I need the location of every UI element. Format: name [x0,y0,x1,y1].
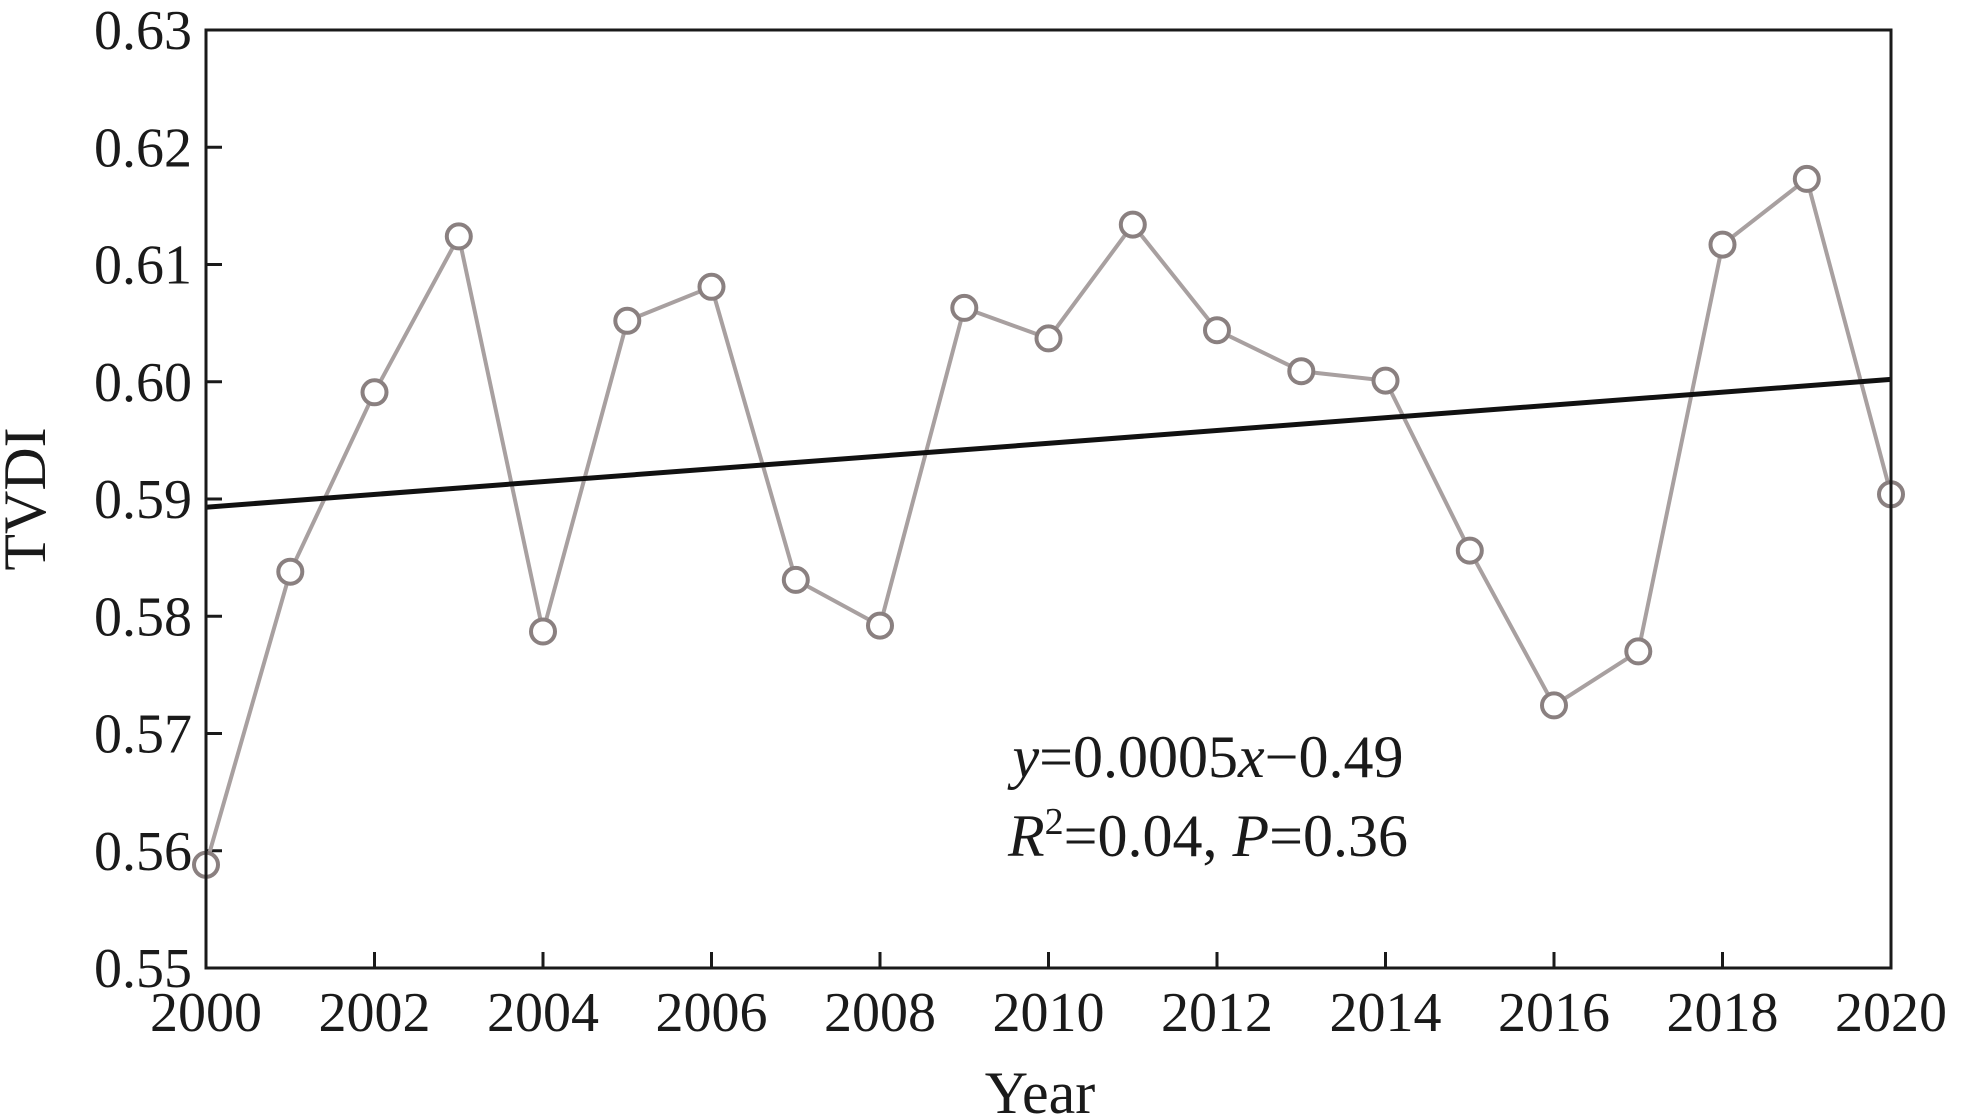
y-axis-title: TVDI [0,427,58,570]
data-point-marker [1118,210,1147,239]
eq-slope: =0.0005 [1039,724,1238,790]
x-tick-labels: 2000 2002 2004 2006 2008 2010 2012 2014 2016 2018… [150,982,1947,1044]
data-point-marker [444,222,473,251]
y-tick-label: 0.61 [94,235,192,297]
x-tick-label: 2012 [1161,982,1273,1044]
x-axis-title: Year [985,1060,1096,1119]
x-tick-marks [204,952,1893,968]
plot-frame [204,28,1893,970]
data-point-marker [1540,691,1568,720]
eq-x-letter: x [1237,724,1265,790]
data-point-marker [1287,357,1316,386]
x-tick-label: 2018 [1667,982,1779,1044]
y-tick-labels: 0.55 0.56 0.57 0.58 0.59 0.60 0.61 0.62 0.63 [94,0,192,1000]
y-tick-marks [206,28,222,970]
data-point-marker [1708,230,1737,259]
y-tick-label: 0.58 [94,586,192,648]
data-point-marker [1455,536,1484,565]
p-letter: P [1232,803,1270,869]
data-point-marker [613,306,642,335]
x-tick-label: 2008 [824,982,936,1044]
regression-stats: R2=0.04, P=0.36 [1007,801,1408,869]
trend-layer [205,376,1892,510]
data-point-marker [950,293,979,322]
data-point-marker [360,378,389,407]
x-tick-label: 2016 [1498,982,1610,1044]
data-point-marker [1034,324,1063,353]
x-tick-label: 2004 [487,982,599,1044]
data-point-marker [781,565,810,594]
eq-intercept: −0.49 [1265,724,1404,790]
eq-y-letter: y [1007,724,1040,790]
r-letter: R [1007,803,1045,869]
y-tick-label: 0.59 [94,469,192,531]
data-point-marker [1203,316,1231,345]
x-tick-label: 2020 [1835,982,1947,1044]
y-tick-label: 0.57 [94,704,192,766]
y-tick-label: 0.60 [94,352,192,414]
y-tick-label: 0.63 [94,0,192,62]
trend-line [205,376,1892,510]
y-tick-label: 0.62 [94,117,192,179]
r-value: =0.04, [1064,803,1233,869]
data-point-marker [1792,164,1821,193]
data-point-marker [697,272,726,301]
x-tick-label: 2006 [656,982,768,1044]
x-tick-label: 2002 [319,982,431,1044]
p-value: =0.36 [1269,803,1408,869]
data-point-marker [1624,637,1653,666]
x-tick-label: 2010 [993,982,1105,1044]
r-superscript: 2 [1045,801,1064,843]
y-tick-label: 0.56 [94,821,192,883]
data-point-marker [866,611,894,640]
series-layer [192,164,1905,879]
data-point-marker [1371,366,1400,395]
data-point-marker [276,557,305,586]
y-tick-label: 0.55 [94,938,192,1000]
x-tick-label: 2000 [150,982,262,1044]
regression-equation: y=0.0005x−0.49 [1007,724,1404,790]
x-tick-label: 2014 [1330,982,1442,1044]
data-point-marker [529,617,557,646]
